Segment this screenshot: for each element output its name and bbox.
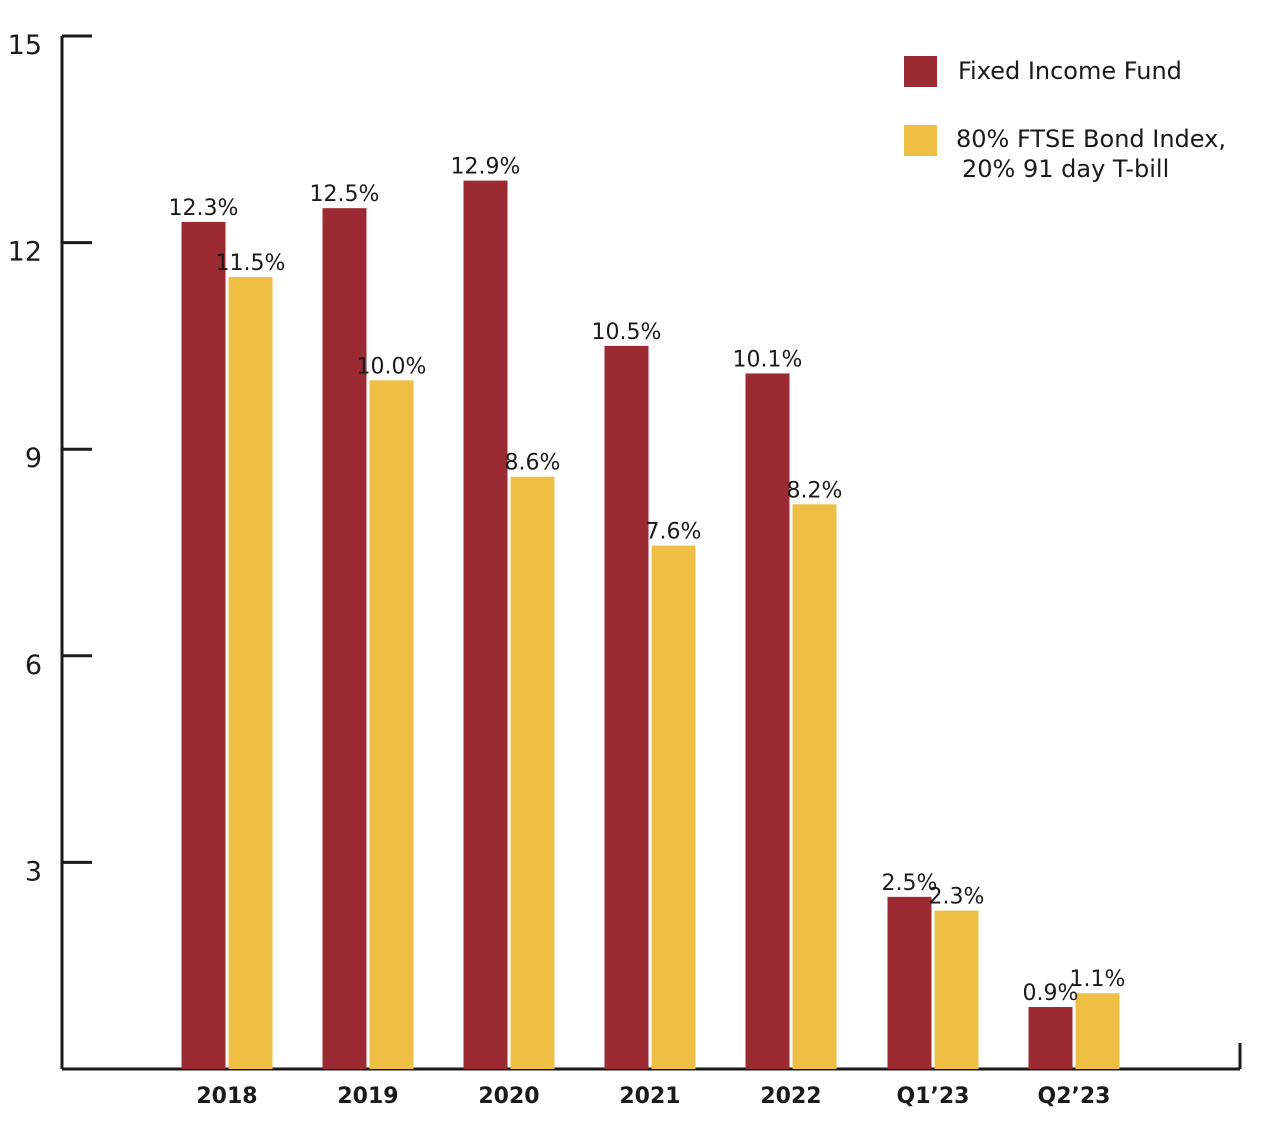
data-label: 11.5% — [216, 251, 286, 276]
legend-label-benchmark-line1: 80% FTSE Bond Index, — [956, 125, 1226, 153]
legend-swatch-benchmark — [904, 125, 937, 156]
data-label: 2.3% — [929, 885, 985, 910]
data-label: 12.3% — [169, 196, 239, 221]
x-tick-label: Q2’23 — [1038, 1084, 1111, 1109]
data-label: 8.6% — [505, 451, 561, 476]
data-label: 10.1% — [733, 347, 803, 372]
data-label: 7.6% — [646, 520, 702, 545]
y-tick-label: 6 — [25, 650, 42, 681]
bar-benchmark — [228, 277, 273, 1069]
bars — [181, 180, 1120, 1069]
bar-fund — [887, 896, 932, 1069]
y-tick-label: 3 — [25, 856, 42, 887]
data-label: 12.9% — [451, 155, 521, 180]
legend-swatch-fund — [904, 56, 937, 87]
bar-fund — [322, 208, 367, 1069]
y-tick-label: 15 — [8, 30, 42, 61]
bar-fund — [1028, 1007, 1073, 1069]
y-tick-label: 9 — [25, 443, 42, 474]
data-label: 12.5% — [310, 182, 380, 207]
x-tick-label: 2020 — [478, 1084, 539, 1109]
data-label: 8.2% — [787, 478, 843, 503]
bar-benchmark — [510, 476, 555, 1069]
bar-fund — [181, 221, 226, 1069]
data-label: 1.1% — [1070, 967, 1126, 992]
bar-fund — [604, 345, 649, 1069]
data-label: 0.9% — [1023, 981, 1079, 1006]
bar-fund — [463, 180, 508, 1069]
x-tick-label: Q1’23 — [897, 1084, 970, 1109]
bar-fund — [745, 373, 790, 1069]
y-tick-label: 12 — [8, 237, 42, 268]
bar-benchmark — [792, 504, 837, 1069]
data-label: 10.5% — [592, 320, 662, 345]
legend: Fixed Income Fund 80% FTSE Bond Index,20%… — [904, 56, 1226, 183]
legend-label-benchmark-line2: 20% 91 day T-bill — [962, 155, 1169, 183]
data-labels: 12.3% 11.5% 12.5% 10.0% 12.9% 8.6% 10.5% 7.6% 10… — [169, 155, 1126, 1006]
bar-benchmark — [651, 545, 696, 1069]
bar-benchmark — [934, 910, 979, 1069]
x-tick-label: 2018 — [196, 1084, 257, 1109]
data-label: 2.5% — [882, 871, 938, 896]
x-tick-label: 2019 — [337, 1084, 398, 1109]
bar-benchmark — [369, 380, 414, 1069]
x-tick-label: 2022 — [760, 1084, 821, 1109]
legend-label-fund: Fixed Income Fund — [958, 57, 1182, 85]
bar-benchmark — [1075, 993, 1120, 1069]
x-tick-label: 2021 — [619, 1084, 680, 1109]
data-label: 10.0% — [357, 354, 427, 379]
